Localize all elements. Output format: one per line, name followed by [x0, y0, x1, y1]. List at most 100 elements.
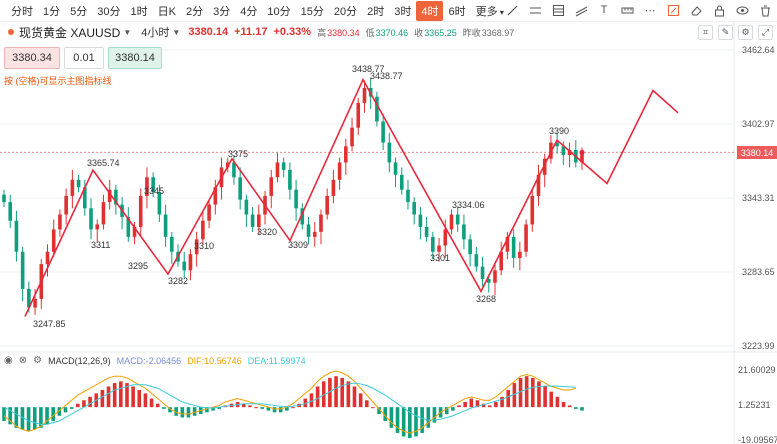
macd-bar — [309, 393, 314, 408]
fibonacci-icon[interactable] — [550, 2, 566, 18]
parallel-lines-icon[interactable] — [527, 2, 543, 18]
macd-bar — [192, 407, 197, 416]
candle-body — [201, 220, 205, 240]
macd-bar — [414, 407, 418, 437]
tab-timeframe-11[interactable]: 20分 — [333, 5, 358, 18]
macd-bar — [106, 386, 111, 408]
tab-timeframe-13[interactable]: 3时 — [394, 5, 412, 18]
tab-timeframe-8[interactable]: 4分 — [240, 5, 258, 18]
ruler-icon[interactable] — [619, 2, 635, 18]
macd-bar — [266, 407, 271, 411]
macd-bar — [500, 396, 504, 408]
trend-line-icon[interactable] — [504, 2, 520, 18]
macd-bar — [481, 403, 486, 408]
tab-timeframe-0[interactable]: 分时 — [11, 5, 33, 18]
tab-timeframe-10[interactable]: 15分 — [300, 5, 324, 18]
delete-icon[interactable] — [757, 2, 773, 18]
indicator-icon[interactable]: ⌗ — [698, 25, 713, 40]
y-tick-label: 3343.31 — [742, 193, 775, 203]
wave-line — [24, 77, 679, 317]
candle-body — [319, 214, 323, 232]
sell-price-button[interactable]: 3380.34 — [4, 47, 60, 69]
text-tool-icon[interactable]: T — [600, 4, 608, 16]
fullscreen-icon[interactable]: ⤢ — [758, 25, 773, 40]
candle-body — [14, 220, 19, 252]
candle-body — [306, 224, 311, 237]
y-tick-label: 3402.97 — [742, 119, 775, 129]
tab-timeframe-6[interactable]: 2分 — [185, 5, 204, 18]
tab-timeframe-7[interactable]: 3分 — [213, 5, 231, 18]
macd-bar — [364, 400, 369, 408]
candle-body — [536, 174, 541, 196]
candle-body — [269, 177, 274, 196]
macd-panel: 21.60029 1.25231 -19.09567 — [0, 351, 777, 444]
close-icon[interactable]: ⊗ — [18, 355, 28, 366]
symbol-name[interactable]: 现货黄金 XAUUSD — [19, 25, 121, 40]
last-price: 3380.14 — [188, 26, 229, 38]
annotation-label: 3334.06 — [452, 200, 485, 210]
candle-body — [170, 236, 174, 252]
tab-timeframe-5[interactable]: 日K — [157, 5, 176, 18]
macd-bar — [32, 407, 37, 430]
wave-label: 3247.85 — [33, 319, 66, 329]
candle-body — [455, 214, 460, 225]
macd-bar — [112, 383, 117, 408]
candle-body — [331, 179, 336, 196]
tab-timeframe-9[interactable]: 10分 — [267, 5, 291, 18]
macd-bar — [272, 407, 277, 413]
annotation-label: 3345 — [144, 186, 164, 196]
tab-timeframe-15[interactable]: 6时 — [448, 5, 466, 18]
candle-body — [20, 251, 25, 289]
settings-icon[interactable]: ⚙ — [738, 25, 753, 40]
candle-body — [486, 279, 491, 283]
lock-icon[interactable] — [711, 2, 727, 18]
candle-body — [182, 261, 187, 271]
tab-timeframe-2[interactable]: 5分 — [70, 5, 88, 18]
draw-icon[interactable]: ✎ — [718, 25, 733, 40]
tab-timeframe-4[interactable]: 1时 — [130, 5, 148, 18]
tab-timeframe-1[interactable]: 1分 — [43, 5, 61, 18]
buy-price-button[interactable]: 3380.14 — [108, 47, 162, 69]
macd-bar — [524, 376, 529, 408]
macd-bar — [242, 403, 246, 408]
macd-bar — [180, 407, 185, 418]
macd-bar — [88, 396, 92, 408]
period-chevron-icon[interactable]: ▼ — [172, 27, 181, 37]
tab-timeframe-16[interactable]: 更多 — [471, 1, 509, 21]
macd-bar — [174, 407, 178, 416]
high-stat: 高3380.34 — [317, 27, 360, 38]
macd-bar — [63, 407, 68, 413]
candle-body — [499, 251, 504, 271]
macd-bar — [574, 407, 578, 409]
candle-body — [443, 229, 448, 246]
edit-icon[interactable] — [665, 2, 681, 18]
settings-small-icon[interactable]: ⚙ — [33, 355, 43, 366]
macd-bar — [512, 383, 517, 408]
period-selector[interactable]: 4小时 — [141, 27, 170, 39]
eraser-icon[interactable] — [688, 2, 704, 18]
eye-toggle-icon[interactable]: ◉ — [4, 355, 13, 366]
macd-bar — [51, 407, 55, 421]
wave-label: 3365.74 — [87, 158, 120, 168]
macd-bar — [518, 377, 523, 408]
indicator-hint: 按 (空格)可显示主图指标线 — [4, 76, 112, 86]
wave-label: 3268 — [476, 294, 496, 304]
macd-bar — [340, 377, 344, 408]
wave-label: 3282 — [168, 276, 188, 286]
macd-bar — [389, 407, 394, 428]
chevron-down-icon[interactable]: ▼ — [123, 27, 132, 37]
more-tools-icon[interactable]: ⋯ — [644, 4, 656, 17]
candle-body — [163, 214, 168, 237]
quantity-input[interactable]: 0.01 — [64, 47, 104, 69]
eye-icon[interactable] — [734, 2, 750, 18]
macd-bar — [125, 383, 129, 408]
tab-timeframe-12[interactable]: 2时 — [367, 5, 385, 18]
macd-bar — [444, 407, 449, 415]
candle-body — [393, 162, 398, 175]
close-stat: 收3365.25 — [414, 27, 457, 38]
channel-icon[interactable] — [573, 2, 589, 18]
tab-timeframe-3[interactable]: 30分 — [97, 5, 121, 18]
tab-timeframe-14[interactable]: 4时 — [416, 0, 444, 21]
macd-bar — [248, 405, 252, 408]
